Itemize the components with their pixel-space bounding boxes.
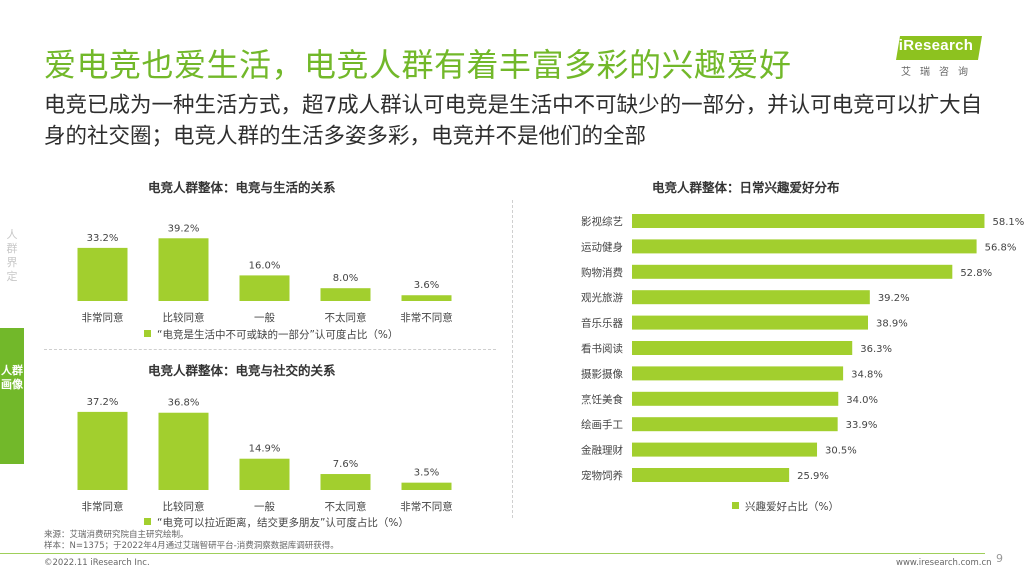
bar <box>158 238 209 301</box>
category-label: 音乐乐器 <box>581 317 623 330</box>
category-label: 不太同意 <box>325 500 367 513</box>
website-link[interactable]: www.iresearch.com.cn <box>896 558 992 568</box>
data-label: 36.8% <box>168 398 200 409</box>
footer-divider <box>0 553 985 554</box>
data-label: 33.9% <box>846 420 878 431</box>
category-label: 非常同意 <box>82 500 124 513</box>
iresearch-logo: iResearch 艾瑞咨询 <box>888 34 984 78</box>
page-title: 爱电竞也爱生活，电竞人群有着丰富多彩的兴趣爱好 <box>44 46 792 84</box>
data-label: 7.6% <box>333 459 358 470</box>
bar <box>158 412 209 490</box>
chart-2-title: 电竞人群整体：电竞与社交的关系 <box>148 363 336 378</box>
chart-3-legend-label: 兴趣爱好占比（%） <box>745 501 839 513</box>
legend-swatch <box>732 502 739 509</box>
data-label: 37.2% <box>87 397 119 408</box>
data-label: 25.9% <box>797 471 829 482</box>
logo-badge-icon <box>896 36 982 60</box>
chart-1-legend-label: “电竞是生活中不可或缺的一部分”认可度占比（%） <box>157 329 399 341</box>
bar <box>632 315 868 330</box>
chart-2-bars: 37.2% 非常同意 36.8% 比较同意 14.9% 一般 7.6% 不太同意 3.5% 非常不… <box>77 397 453 513</box>
copyright: ©2022.11 iResearch Inc. <box>44 558 150 568</box>
category-label: 不太同意 <box>325 311 367 324</box>
category-label: 摄影摄像 <box>581 367 623 380</box>
bar <box>632 214 985 228</box>
bar <box>401 482 452 490</box>
logo-subtext: 艾瑞咨询 <box>901 67 977 78</box>
category-label: 宠物饲养 <box>581 469 623 482</box>
bar <box>632 341 853 355</box>
chart-1-bars: 33.2% 非常同意 39.2% 比较同意 16.0% 一般 8.0% 不太同意 3.6% 非常不… <box>77 223 453 324</box>
category-label: 金融理财 <box>581 444 623 457</box>
category-label: 购物消费 <box>581 266 623 279</box>
category-label: 比较同意 <box>163 311 205 324</box>
bar <box>632 290 870 305</box>
vertical-divider <box>512 200 513 518</box>
data-label: 34.0% <box>846 395 878 406</box>
bar <box>632 264 953 279</box>
sidebar-tab-label: 人群画像 <box>1 364 23 391</box>
legend-swatch <box>144 518 151 525</box>
data-label: 30.5% <box>825 446 857 457</box>
category-label: 运动健身 <box>581 240 623 253</box>
category-label: 观光旅游 <box>581 291 623 304</box>
sidebar-item-define[interactable]: 人群界定 <box>6 228 18 283</box>
sidebar-tab-portrait[interactable]: 人群画像 <box>0 328 24 464</box>
source-note: 来源：艾瑞消费研究院自主研究绘制。 样本：N=1375；于2022年4月通过艾瑞… <box>44 530 339 552</box>
chart-1-legend: “电竞是生活中不可或缺的一部分”认可度占比（%） <box>144 327 398 342</box>
chart-1-title: 电竞人群整体：电竞与生活的关系 <box>148 180 336 195</box>
category-label: 非常不同意 <box>400 311 453 324</box>
bar <box>77 411 128 490</box>
data-label: 3.5% <box>414 468 439 479</box>
category-label: 非常不同意 <box>400 500 453 513</box>
bar <box>239 275 290 301</box>
data-label: 8.0% <box>333 273 358 284</box>
chart-3-bars: 影视综艺 58.1% 运动健身 56.8% 购物消费 52.8% 观光旅游 39.2% 音乐乐器… <box>581 214 1024 482</box>
category-label: 非常同意 <box>82 311 124 324</box>
data-label: 38.9% <box>876 319 908 330</box>
bar <box>632 442 818 457</box>
category-label: 看书阅读 <box>581 342 623 355</box>
horizontal-divider <box>44 349 496 350</box>
legend-swatch <box>144 330 151 337</box>
bar <box>632 391 839 406</box>
data-label: 14.9% <box>249 444 281 455</box>
page-subtitle: 电竞已成为一种生活方式，超7成人群认可电竞是生活中不可缺少的一部分，并认可电竞可… <box>44 93 983 149</box>
category-label: 烹饪美食 <box>581 393 623 406</box>
bar <box>320 288 371 301</box>
bar <box>632 417 838 432</box>
chart-2-legend-label: “电竞可以拉近距离，结交更多朋友”认可度占比（%） <box>157 517 409 529</box>
data-label: 33.2% <box>87 233 119 244</box>
category-label: 一般 <box>254 311 275 324</box>
bar <box>632 468 790 482</box>
bar <box>320 474 371 490</box>
data-label: 39.2% <box>168 223 200 234</box>
source-line-2: 样本：N=1375；于2022年4月通过艾瑞智研平台-消费洞察数据库调研获得。 <box>44 541 339 551</box>
chart-3-legend: 兴趣爱好占比（%） <box>732 499 839 514</box>
category-label: 一般 <box>254 500 275 513</box>
category-label: 绘画手工 <box>581 418 623 431</box>
data-label: 56.8% <box>985 242 1017 253</box>
data-label: 3.6% <box>414 280 439 291</box>
source-line-1: 来源：艾瑞消费研究院自主研究绘制。 <box>44 530 189 540</box>
data-label: 36.3% <box>860 344 892 355</box>
bar <box>632 366 844 381</box>
chart-3-title: 电竞人群整体：日常兴趣爱好分布 <box>652 180 840 195</box>
page-number: 9 <box>996 552 1003 565</box>
data-label: 16.0% <box>249 260 281 271</box>
bar <box>401 295 452 301</box>
bar <box>77 247 128 301</box>
bar <box>239 458 290 490</box>
category-label: 比较同意 <box>163 500 205 513</box>
logo-text: iResearch <box>898 37 974 54</box>
bar <box>632 239 977 254</box>
data-label: 52.8% <box>960 268 992 279</box>
data-label: 58.1% <box>992 217 1024 228</box>
category-label: 影视综艺 <box>581 215 623 228</box>
data-label: 34.8% <box>851 369 883 380</box>
chart-2-legend: “电竞可以拉近距离，结交更多朋友”认可度占比（%） <box>144 515 409 530</box>
data-label: 39.2% <box>878 293 910 304</box>
